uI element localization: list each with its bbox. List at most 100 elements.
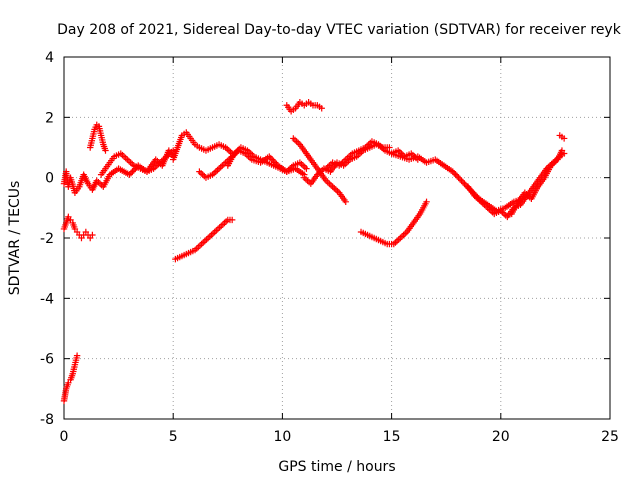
data-point xyxy=(560,135,568,142)
y-tick-label: -2 xyxy=(40,231,54,247)
data-point xyxy=(89,231,96,239)
data-point xyxy=(459,178,467,186)
data-point xyxy=(129,168,136,175)
data-point xyxy=(219,221,227,228)
data-point xyxy=(324,178,331,186)
y-tick-label: -8 xyxy=(40,412,54,428)
y-tick-label: -6 xyxy=(40,352,54,368)
data-point xyxy=(96,180,104,187)
data-point xyxy=(304,177,311,184)
data-point xyxy=(293,138,300,145)
data-point xyxy=(219,162,226,169)
data-point xyxy=(126,171,133,178)
x-tick-label: 25 xyxy=(601,429,619,445)
data-point xyxy=(196,168,203,175)
data-point xyxy=(203,236,210,243)
y-tick-label: 4 xyxy=(45,50,54,66)
data-point xyxy=(127,169,135,177)
data-point xyxy=(127,159,134,166)
data-point xyxy=(119,151,126,159)
data-point xyxy=(225,147,233,154)
data-point xyxy=(125,157,133,165)
x-tick-label: 20 xyxy=(492,429,510,445)
data-point xyxy=(327,182,335,189)
data-point xyxy=(211,228,218,236)
data-point xyxy=(398,233,406,240)
data-point xyxy=(453,172,461,180)
data-point xyxy=(200,239,207,246)
data-point xyxy=(214,225,222,233)
y-tick-label: 0 xyxy=(45,171,54,187)
data-point xyxy=(201,237,209,245)
y-axis-label: SDTVAR / TECUs xyxy=(7,181,23,296)
data-point xyxy=(326,180,333,187)
data-point xyxy=(400,231,407,239)
data-point xyxy=(334,188,341,195)
data-point xyxy=(215,165,223,172)
ticks xyxy=(63,56,611,420)
data-point xyxy=(120,153,128,160)
data-point xyxy=(461,180,468,187)
data-point xyxy=(329,183,336,190)
data-point xyxy=(266,153,273,160)
x-tick-label: 10 xyxy=(273,429,291,445)
data-point xyxy=(217,163,224,171)
data-point xyxy=(397,234,404,242)
data-point xyxy=(303,165,310,172)
data-point xyxy=(204,234,212,242)
data-point xyxy=(206,233,213,240)
tick-labels: 0 5 10 15 20 25 -8 -6 -4 -2 0 2 4 xyxy=(40,50,619,445)
data-point xyxy=(393,237,401,245)
data-point xyxy=(402,230,409,237)
data-point xyxy=(423,198,430,205)
x-tick-label: 5 xyxy=(169,429,178,445)
data-point xyxy=(452,171,459,178)
data-point xyxy=(290,135,297,142)
x-axis-label: GPS time / hours xyxy=(278,459,395,475)
data-point xyxy=(213,227,220,234)
x-tick-label: 0 xyxy=(60,429,69,445)
data-point xyxy=(458,177,465,184)
data-point xyxy=(342,198,349,205)
grid xyxy=(64,57,610,419)
x-tick-label: 15 xyxy=(383,429,401,445)
y-tick-label: 2 xyxy=(45,110,54,126)
data-point xyxy=(269,156,276,163)
data-point xyxy=(301,163,308,171)
data-point xyxy=(197,169,205,177)
data-point xyxy=(302,175,310,183)
data-point xyxy=(455,174,462,181)
data-point xyxy=(332,186,340,193)
chart-title: Day 208 of 2021, Sidereal Day-to-day VTE… xyxy=(57,22,622,38)
data-point xyxy=(102,147,109,154)
data-point xyxy=(298,160,305,168)
data-point xyxy=(318,105,325,112)
data-point xyxy=(209,230,217,237)
data-point xyxy=(451,169,458,177)
data-point xyxy=(73,352,81,359)
data-point xyxy=(271,159,279,166)
data-point xyxy=(299,162,307,169)
data-point xyxy=(216,224,223,231)
marks xyxy=(60,99,568,405)
data-point xyxy=(291,136,299,144)
data-point xyxy=(395,236,402,243)
data-point xyxy=(221,219,228,227)
data-point xyxy=(456,175,464,183)
data-point xyxy=(195,243,202,251)
data-point xyxy=(267,154,274,162)
data-point xyxy=(449,168,456,175)
data-point xyxy=(295,139,302,147)
data-point xyxy=(218,222,225,230)
y-tick-label: -4 xyxy=(40,291,54,307)
data-point xyxy=(196,242,204,249)
data-point xyxy=(214,166,221,174)
data-point xyxy=(228,216,236,224)
data-point xyxy=(208,231,215,239)
data-point xyxy=(198,240,205,248)
data-point xyxy=(222,218,230,225)
data-point xyxy=(199,171,206,178)
data-point xyxy=(392,239,399,246)
data-point xyxy=(331,185,338,192)
